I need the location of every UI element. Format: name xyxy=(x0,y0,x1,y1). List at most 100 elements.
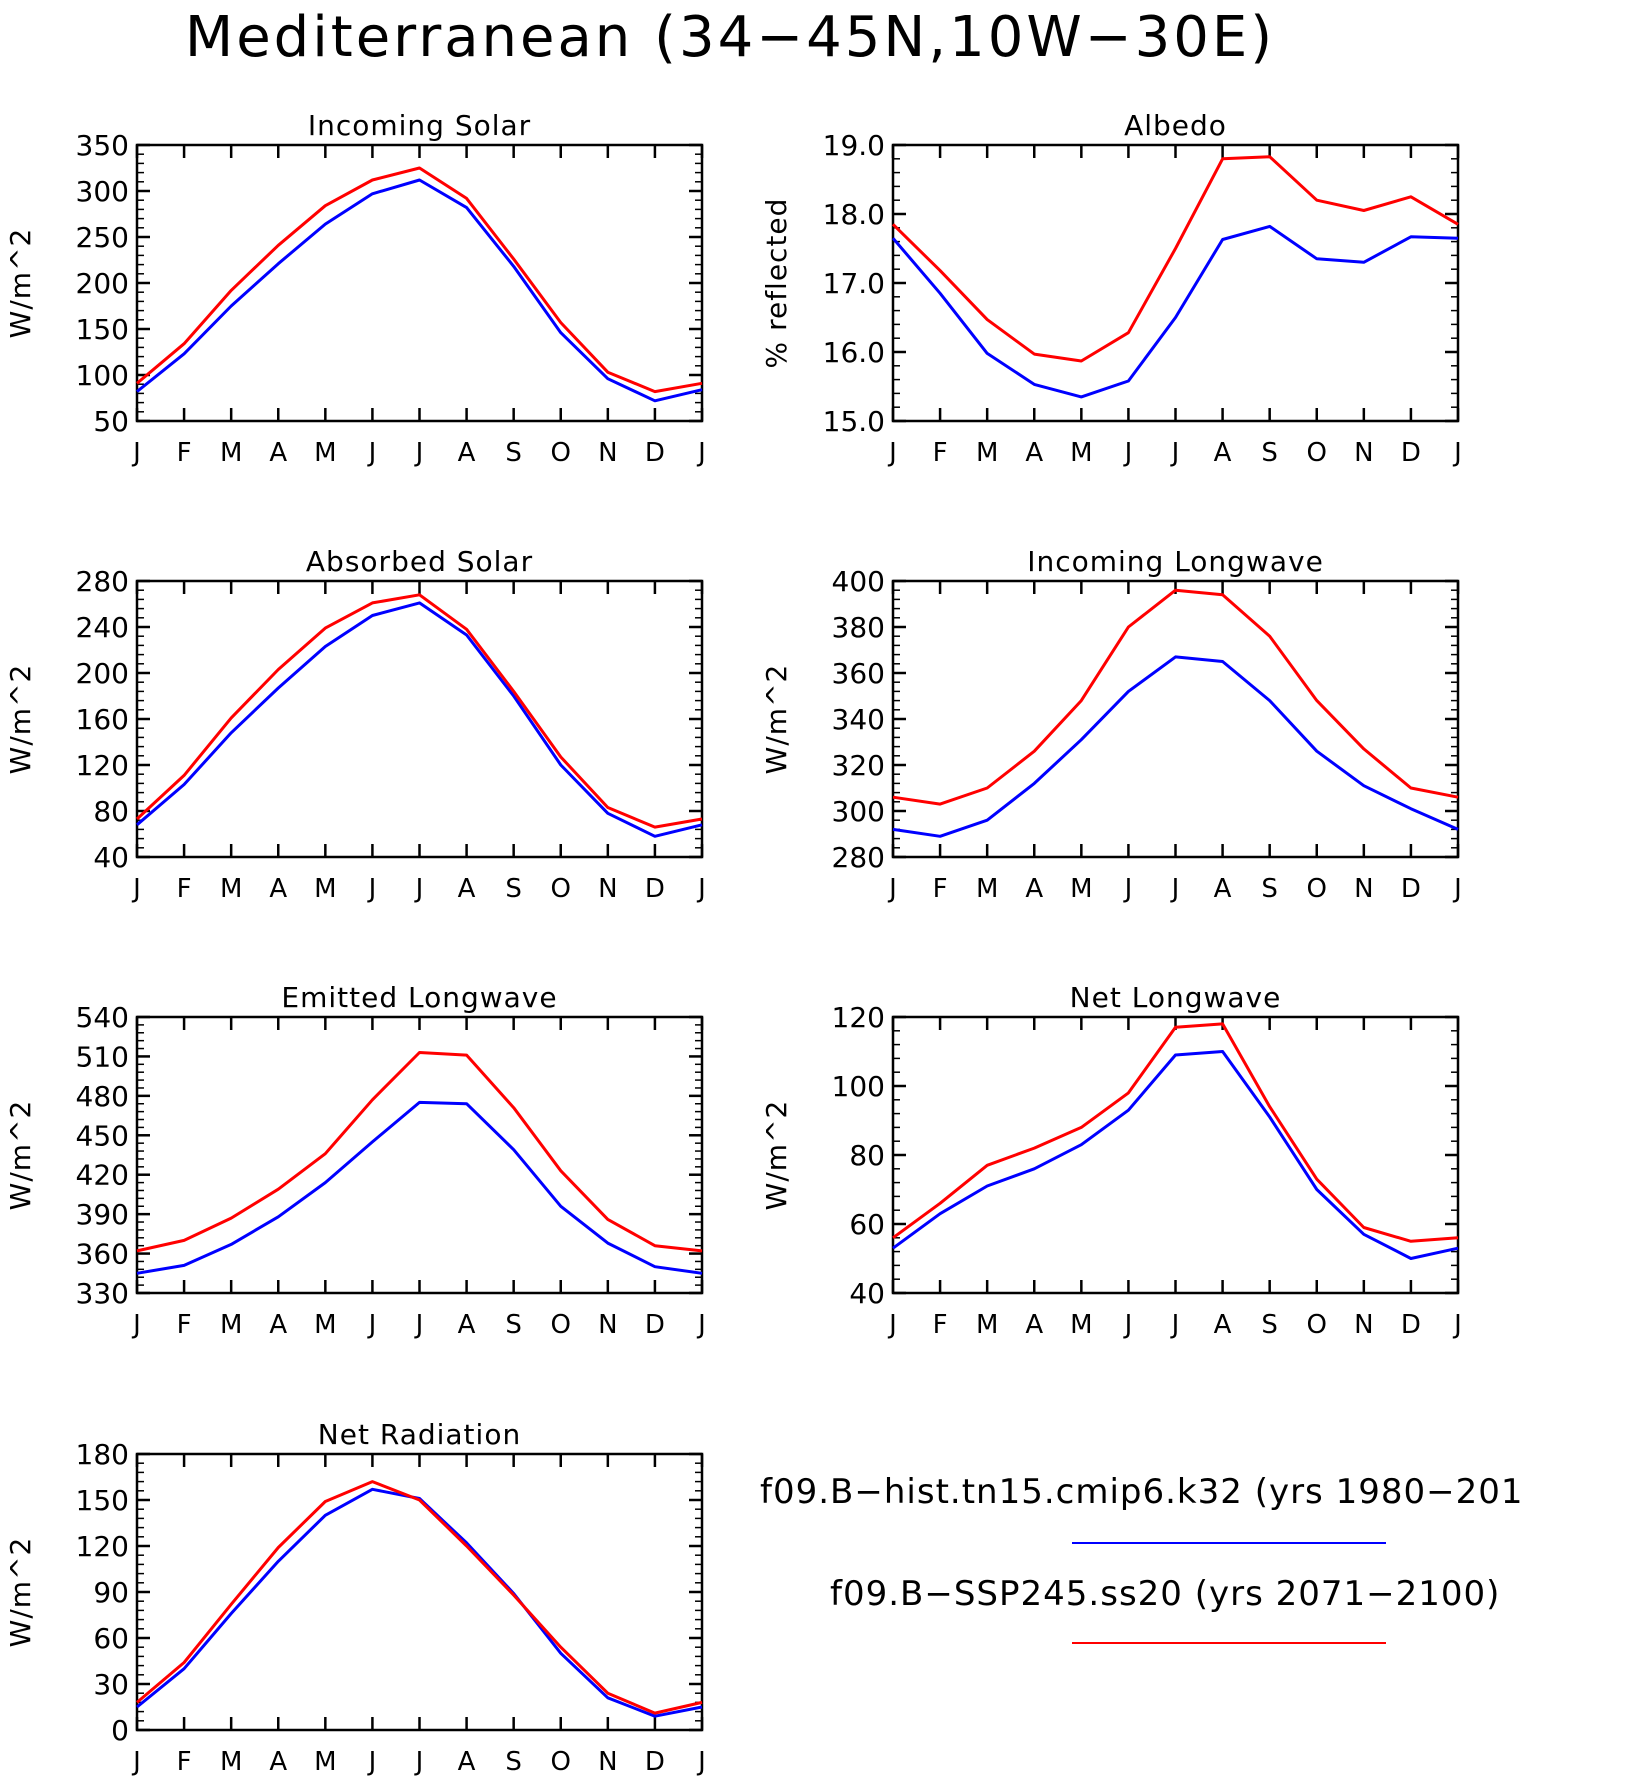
x-tick-label: J xyxy=(131,874,141,904)
y-tick-label: 40 xyxy=(93,841,129,874)
panel-title: Emitted Longwave xyxy=(281,981,557,1014)
panel-absorbed-solar: J F M A M J J A S O N D J4080120160200240280Absorbed… xyxy=(4,545,706,904)
x-tick-label: A xyxy=(1214,438,1232,468)
y-axis-label: W/m^2 xyxy=(4,228,37,339)
y-tick-label: 360 xyxy=(76,1238,129,1271)
y-tick-label: 280 xyxy=(832,841,885,874)
x-tick-label: A xyxy=(458,874,476,904)
x-tick-label: M xyxy=(314,1310,336,1340)
series-line-historical xyxy=(136,1100,703,1275)
y-tick-label: 350 xyxy=(76,129,129,162)
x-tick-label: F xyxy=(177,438,192,468)
y-axis-label: W/m^2 xyxy=(4,1100,37,1211)
panel-albedo: J F M A M J J A S O N D J15.016.017.018.019.0Albedo%… xyxy=(760,109,1462,468)
y-tick-label: 510 xyxy=(76,1040,129,1073)
x-tick-label: J xyxy=(367,438,377,468)
x-tick-label: M xyxy=(220,438,242,468)
x-tick-label: A xyxy=(269,1310,287,1340)
x-tick-label: F xyxy=(933,438,948,468)
x-tick-label: A xyxy=(1025,874,1043,904)
x-tick-label: J xyxy=(887,438,897,468)
x-tick-label: J xyxy=(131,438,141,468)
y-tick-label: 150 xyxy=(76,313,129,346)
series-line-historical xyxy=(892,655,1459,838)
x-tick-label: O xyxy=(551,1310,571,1340)
legend: f09.B−hist.tn15.cmip6.k32 (yrs 1980−201 … xyxy=(760,1472,1523,1644)
x-tick-label: A xyxy=(269,1747,287,1777)
x-tick-label: J xyxy=(367,874,377,904)
y-tick-label: 16.0 xyxy=(823,336,885,369)
panel-title: Incoming Longwave xyxy=(1027,545,1324,578)
series-line-ssp245 xyxy=(136,1051,703,1253)
x-tick-label: D xyxy=(645,1310,665,1340)
series-line-ssp245 xyxy=(892,1022,1459,1243)
y-tick-label: 200 xyxy=(76,267,129,300)
y-axis-label: W/m^2 xyxy=(4,1537,37,1648)
x-tick-label: O xyxy=(551,1747,571,1777)
y-tick-label: 400 xyxy=(832,565,885,598)
y-tick-label: 420 xyxy=(76,1159,129,1192)
panel-title: Absorbed Solar xyxy=(306,545,533,578)
x-tick-label: J xyxy=(1170,874,1180,904)
x-tick-label: A xyxy=(1025,438,1043,468)
y-tick-label: 120 xyxy=(76,749,129,782)
y-tick-label: 450 xyxy=(76,1119,129,1152)
y-tick-label: 40 xyxy=(849,1277,885,1310)
x-tick-label: J xyxy=(1452,874,1462,904)
y-tick-label: 380 xyxy=(832,611,885,644)
series-line-ssp245 xyxy=(891,155,1459,363)
series-line-historical xyxy=(136,178,703,403)
y-axis-label: W/m^2 xyxy=(760,664,793,775)
y-tick-label: 18.0 xyxy=(823,198,885,231)
y-tick-label: 80 xyxy=(849,1139,885,1172)
x-tick-label: M xyxy=(1070,1310,1092,1340)
series-line-historical xyxy=(136,601,703,838)
y-tick-label: 300 xyxy=(832,795,885,828)
plot-frame xyxy=(135,1452,704,1732)
x-tick-label: J xyxy=(1452,438,1462,468)
y-tick-label: 250 xyxy=(76,221,129,254)
x-tick-label: A xyxy=(1025,1310,1043,1340)
x-tick-label: M xyxy=(220,1747,242,1777)
x-tick-label: S xyxy=(1261,438,1278,468)
x-tick-label: M xyxy=(220,1310,242,1340)
x-tick-label: O xyxy=(551,438,571,468)
x-tick-label: M xyxy=(220,874,242,904)
y-tick-label: 180 xyxy=(76,1438,129,1471)
x-tick-label: D xyxy=(645,874,665,904)
y-tick-label: 60 xyxy=(93,1622,129,1655)
x-tick-label: J xyxy=(414,1747,424,1777)
x-tick-label: J xyxy=(696,1310,706,1340)
y-tick-label: 240 xyxy=(76,611,129,644)
y-tick-label: 360 xyxy=(832,657,885,690)
y-tick-label: 80 xyxy=(93,795,129,828)
x-tick-label: S xyxy=(505,438,522,468)
x-tick-label: S xyxy=(1261,874,1278,904)
y-tick-label: 15.0 xyxy=(823,405,885,438)
x-tick-label: O xyxy=(1307,874,1327,904)
x-tick-label: J xyxy=(367,1310,377,1340)
x-tick-label: M xyxy=(976,874,998,904)
x-tick-label: M xyxy=(1070,874,1092,904)
x-tick-label: F xyxy=(177,1310,192,1340)
x-tick-label: N xyxy=(598,438,617,468)
y-axis-label: W/m^2 xyxy=(4,664,37,775)
x-tick-label: J xyxy=(1123,438,1133,468)
y-tick-label: 160 xyxy=(76,703,129,736)
panel-emitted-longwave: J F M A M J J A S O N D J330360390420450480510540Emi… xyxy=(4,981,706,1340)
panel-title: Incoming Solar xyxy=(308,109,531,142)
x-tick-label: O xyxy=(551,874,571,904)
x-tick-label: D xyxy=(645,438,665,468)
plot-frame xyxy=(891,579,1460,859)
x-tick-label: J xyxy=(696,438,706,468)
y-tick-label: 120 xyxy=(832,1001,885,1034)
x-tick-label: J xyxy=(414,1310,424,1340)
x-tick-label: J xyxy=(131,1747,141,1777)
y-tick-label: 540 xyxy=(76,1001,129,1034)
x-tick-label: A xyxy=(458,1310,476,1340)
x-tick-label: N xyxy=(598,1310,617,1340)
panels: J F M A M J J A S O N D J50100150200250300350Incomin… xyxy=(4,109,1462,1777)
x-tick-label: J xyxy=(887,1310,897,1340)
x-tick-label: A xyxy=(269,874,287,904)
